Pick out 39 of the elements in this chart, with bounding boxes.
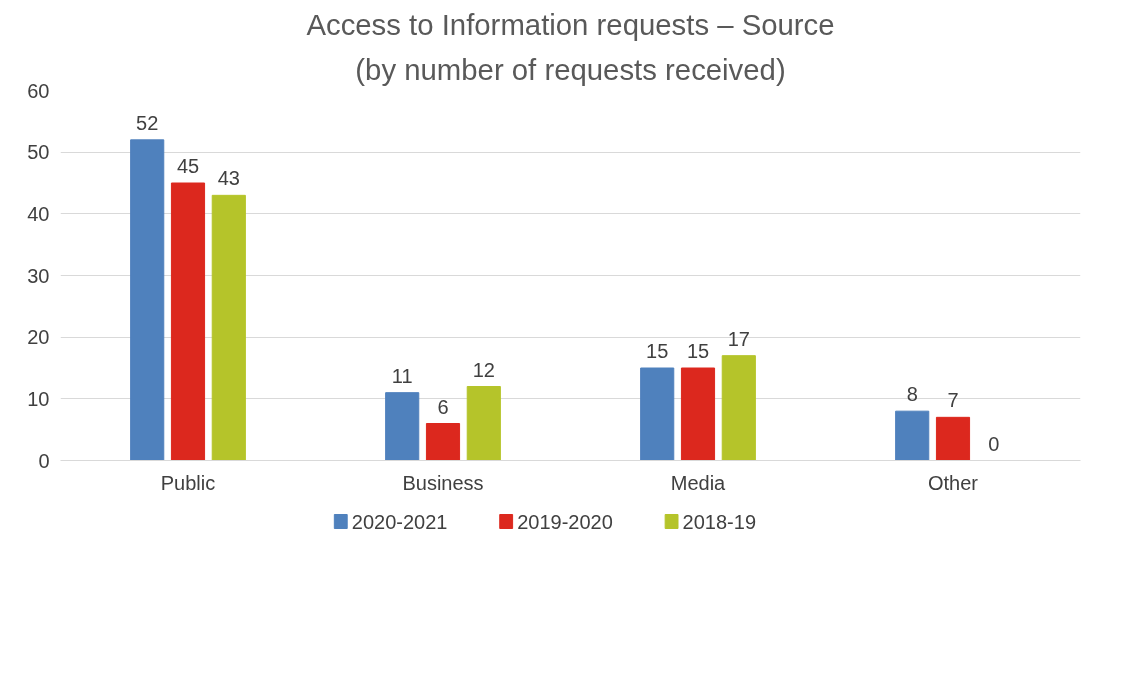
- data-label: 6: [437, 395, 449, 418]
- legend-label: 2020-2021: [351, 510, 448, 533]
- bar: [721, 355, 756, 461]
- y-tick-label: 20: [27, 326, 50, 349]
- x-tick-label: Media: [670, 471, 727, 494]
- bar: [935, 416, 971, 461]
- bar: [385, 392, 420, 461]
- bar: [211, 194, 246, 461]
- data-label: 45: [176, 155, 200, 177]
- x-tick-label: Other: [927, 471, 979, 494]
- chart-title: Access to Information requests – Source: [306, 7, 835, 41]
- y-tick-label: 60: [27, 79, 50, 102]
- y-tick-label: 30: [27, 264, 50, 287]
- data-label: 43: [217, 167, 240, 190]
- bar: [170, 182, 206, 461]
- data-label: 17: [727, 327, 750, 350]
- y-tick-label: 50: [27, 141, 50, 164]
- bar: [680, 367, 716, 461]
- data-label: 15: [646, 340, 669, 362]
- data-label: 52: [136, 111, 159, 134]
- x-tick-label: Business: [402, 471, 484, 494]
- y-tick-label: 40: [27, 202, 50, 225]
- data-label: 11: [391, 364, 413, 387]
- bar: [466, 386, 501, 461]
- legend-label: 2018-19: [682, 510, 757, 533]
- bar: [425, 423, 461, 461]
- legend-label: 2019-2020: [517, 510, 613, 533]
- data-label: 8: [906, 383, 918, 406]
- bar: [640, 367, 675, 461]
- y-tick-label: 0: [38, 449, 50, 472]
- x-tick-label: Public: [160, 471, 216, 494]
- data-label: 0: [988, 432, 1000, 455]
- y-tick-label: 10: [27, 387, 50, 410]
- data-label: 12: [472, 358, 495, 381]
- data-label: 7: [947, 389, 959, 412]
- chart-subtitle: (by number of requests received): [355, 52, 786, 86]
- data-label: 15: [686, 340, 710, 362]
- bar: [895, 410, 930, 461]
- bar: [130, 139, 165, 461]
